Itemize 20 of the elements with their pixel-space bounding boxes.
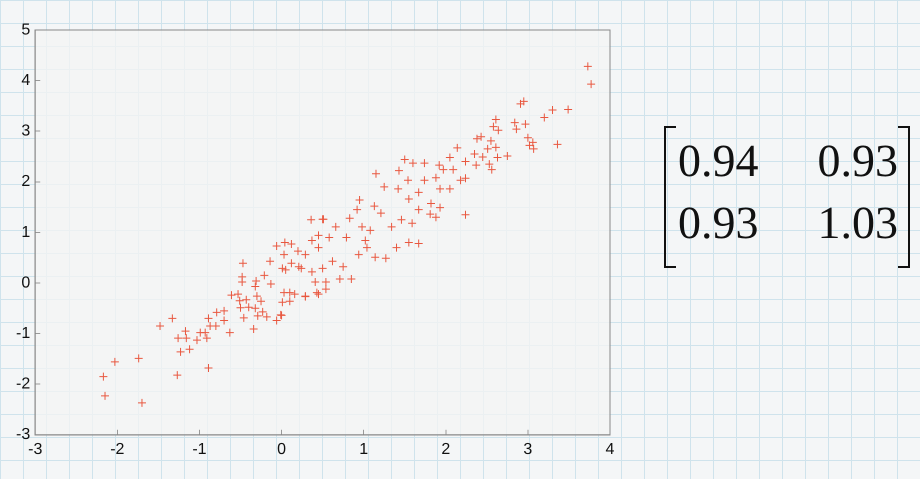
y-tick-label: 4 — [21, 72, 30, 90]
text: 0.93 — [818, 135, 898, 186]
x-tick-label: 3 — [523, 440, 532, 458]
text: 0.94 — [678, 135, 758, 186]
y-tick-label: -3 — [16, 426, 30, 444]
x-tick-label: 0 — [277, 440, 286, 458]
y-tick-label: 0 — [21, 274, 30, 292]
y-tick-label: 1 — [21, 224, 30, 241]
y-tick-label: 5 — [21, 21, 30, 38]
x-tick-label: 4 — [606, 440, 615, 458]
y-tick-label: -2 — [16, 376, 30, 393]
y-tick-label: 2 — [21, 173, 30, 190]
text: 0.93 — [678, 197, 758, 248]
y-tick-label: 3 — [21, 122, 30, 140]
text: 1.03 — [818, 197, 898, 248]
x-tick-label: 1 — [359, 440, 368, 458]
x-tick-label: -2 — [110, 440, 125, 458]
x-tick-label: -1 — [192, 440, 207, 458]
x-tick-label: 2 — [441, 440, 450, 458]
y-tick-label: -1 — [16, 325, 30, 342]
